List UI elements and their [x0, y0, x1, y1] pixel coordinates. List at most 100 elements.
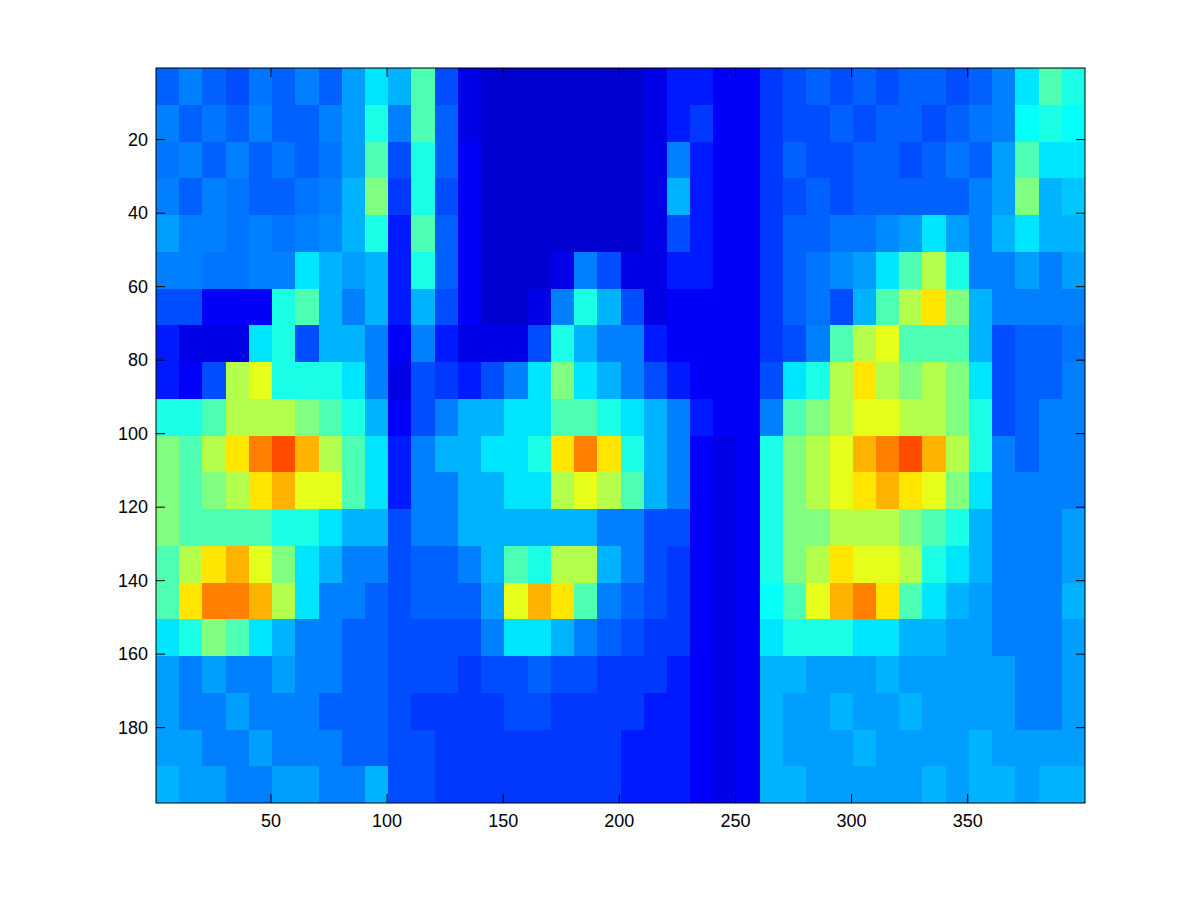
cell — [202, 289, 226, 326]
cell — [969, 730, 993, 767]
y-tick-label: 100 — [118, 424, 148, 444]
cell — [342, 730, 366, 767]
cell — [946, 509, 970, 546]
cell — [899, 509, 923, 546]
cell — [388, 583, 412, 620]
cell — [179, 68, 203, 105]
cell — [458, 656, 482, 693]
cell — [597, 289, 621, 326]
cell — [1039, 399, 1063, 436]
cell — [667, 766, 691, 803]
cell — [830, 289, 854, 326]
cell — [481, 325, 505, 362]
cell — [806, 105, 830, 142]
cell — [342, 656, 366, 693]
cell — [1062, 472, 1085, 509]
cell — [783, 68, 807, 105]
cell — [179, 656, 203, 693]
cell — [202, 105, 226, 142]
cell — [342, 399, 366, 436]
cell — [1062, 105, 1085, 142]
x-tick-top — [619, 68, 620, 77]
cell — [1015, 509, 1039, 546]
cell — [783, 399, 807, 436]
cell — [690, 252, 714, 289]
cell — [667, 289, 691, 326]
cell — [737, 656, 761, 693]
cell — [411, 472, 435, 509]
cell — [1015, 766, 1039, 803]
cell — [202, 619, 226, 656]
cell — [1039, 619, 1063, 656]
cell — [365, 178, 389, 215]
cell — [249, 693, 273, 730]
cell — [597, 399, 621, 436]
cell — [899, 693, 923, 730]
cell — [1015, 436, 1039, 473]
cell — [574, 509, 598, 546]
cell — [295, 472, 319, 509]
cell — [342, 766, 366, 803]
cell — [969, 619, 993, 656]
cell — [388, 325, 412, 362]
cell — [713, 399, 737, 436]
cell — [319, 436, 343, 473]
cell — [319, 178, 343, 215]
cell — [388, 178, 412, 215]
cell — [388, 399, 412, 436]
cell — [1062, 546, 1085, 583]
cell — [621, 472, 645, 509]
cell — [899, 583, 923, 620]
cell — [574, 178, 598, 215]
cell — [226, 215, 250, 252]
cell — [179, 215, 203, 252]
cell — [295, 399, 319, 436]
cell — [1062, 178, 1085, 215]
cell — [226, 583, 250, 620]
cell — [1015, 362, 1039, 399]
cell — [946, 656, 970, 693]
cell — [551, 472, 575, 509]
x-tick — [735, 794, 736, 803]
cell — [667, 472, 691, 509]
cell — [644, 362, 668, 399]
cell — [783, 656, 807, 693]
cell — [690, 656, 714, 693]
cell — [713, 656, 737, 693]
cell — [411, 325, 435, 362]
cell — [853, 68, 877, 105]
cell — [621, 325, 645, 362]
cell — [202, 546, 226, 583]
cell — [760, 68, 784, 105]
cell — [969, 472, 993, 509]
cell — [574, 105, 598, 142]
cell — [644, 289, 668, 326]
cell — [1039, 68, 1063, 105]
cell — [806, 436, 830, 473]
cell — [528, 289, 552, 326]
cell — [1039, 325, 1063, 362]
cell — [737, 325, 761, 362]
cell — [574, 362, 598, 399]
cell — [899, 68, 923, 105]
cell — [458, 583, 482, 620]
y-tick-label: 160 — [118, 644, 148, 664]
cell — [876, 362, 900, 399]
cell — [899, 325, 923, 362]
cell — [1062, 619, 1085, 656]
cell — [295, 656, 319, 693]
cell — [574, 619, 598, 656]
cell — [760, 436, 784, 473]
cell — [853, 215, 877, 252]
cell — [737, 362, 761, 399]
cell — [295, 105, 319, 142]
cell — [783, 546, 807, 583]
cell — [1015, 619, 1039, 656]
cell — [644, 399, 668, 436]
cell — [551, 399, 575, 436]
cell — [249, 436, 273, 473]
cell — [528, 546, 552, 583]
cell — [504, 142, 528, 179]
cell — [853, 105, 877, 142]
cell — [295, 252, 319, 289]
